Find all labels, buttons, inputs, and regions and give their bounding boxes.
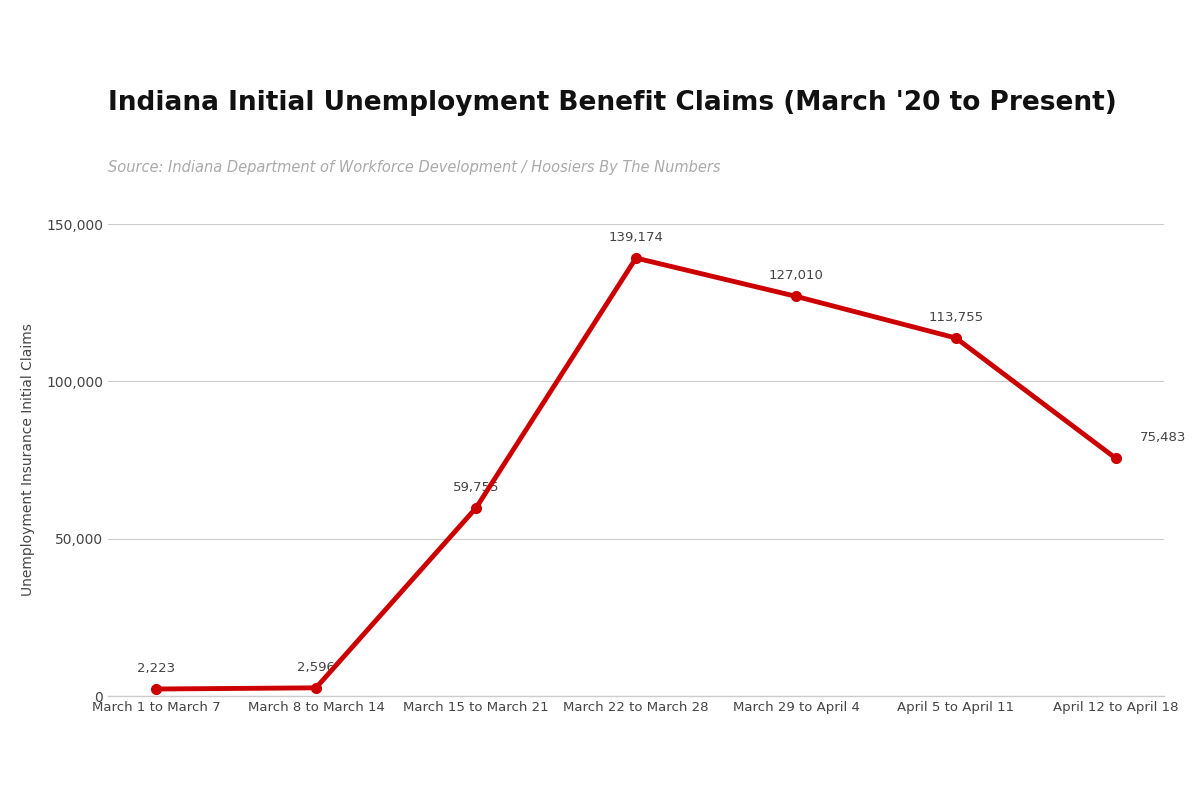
Text: 127,010: 127,010 [768,269,823,282]
Text: Indiana Initial Unemployment Benefit Claims (March '20 to Present): Indiana Initial Unemployment Benefit Cla… [108,90,1117,116]
Text: 113,755: 113,755 [929,310,984,324]
Text: 59,755: 59,755 [452,481,499,494]
Text: 139,174: 139,174 [608,230,664,244]
Text: 2,596: 2,596 [298,661,335,674]
Text: 2,223: 2,223 [137,662,175,674]
Y-axis label: Unemployment Insurance Initial Claims: Unemployment Insurance Initial Claims [22,323,35,597]
Text: 75,483: 75,483 [1140,431,1187,444]
Text: Source: Indiana Department of Workforce Development / Hoosiers By The Numbers: Source: Indiana Department of Workforce … [108,160,720,175]
